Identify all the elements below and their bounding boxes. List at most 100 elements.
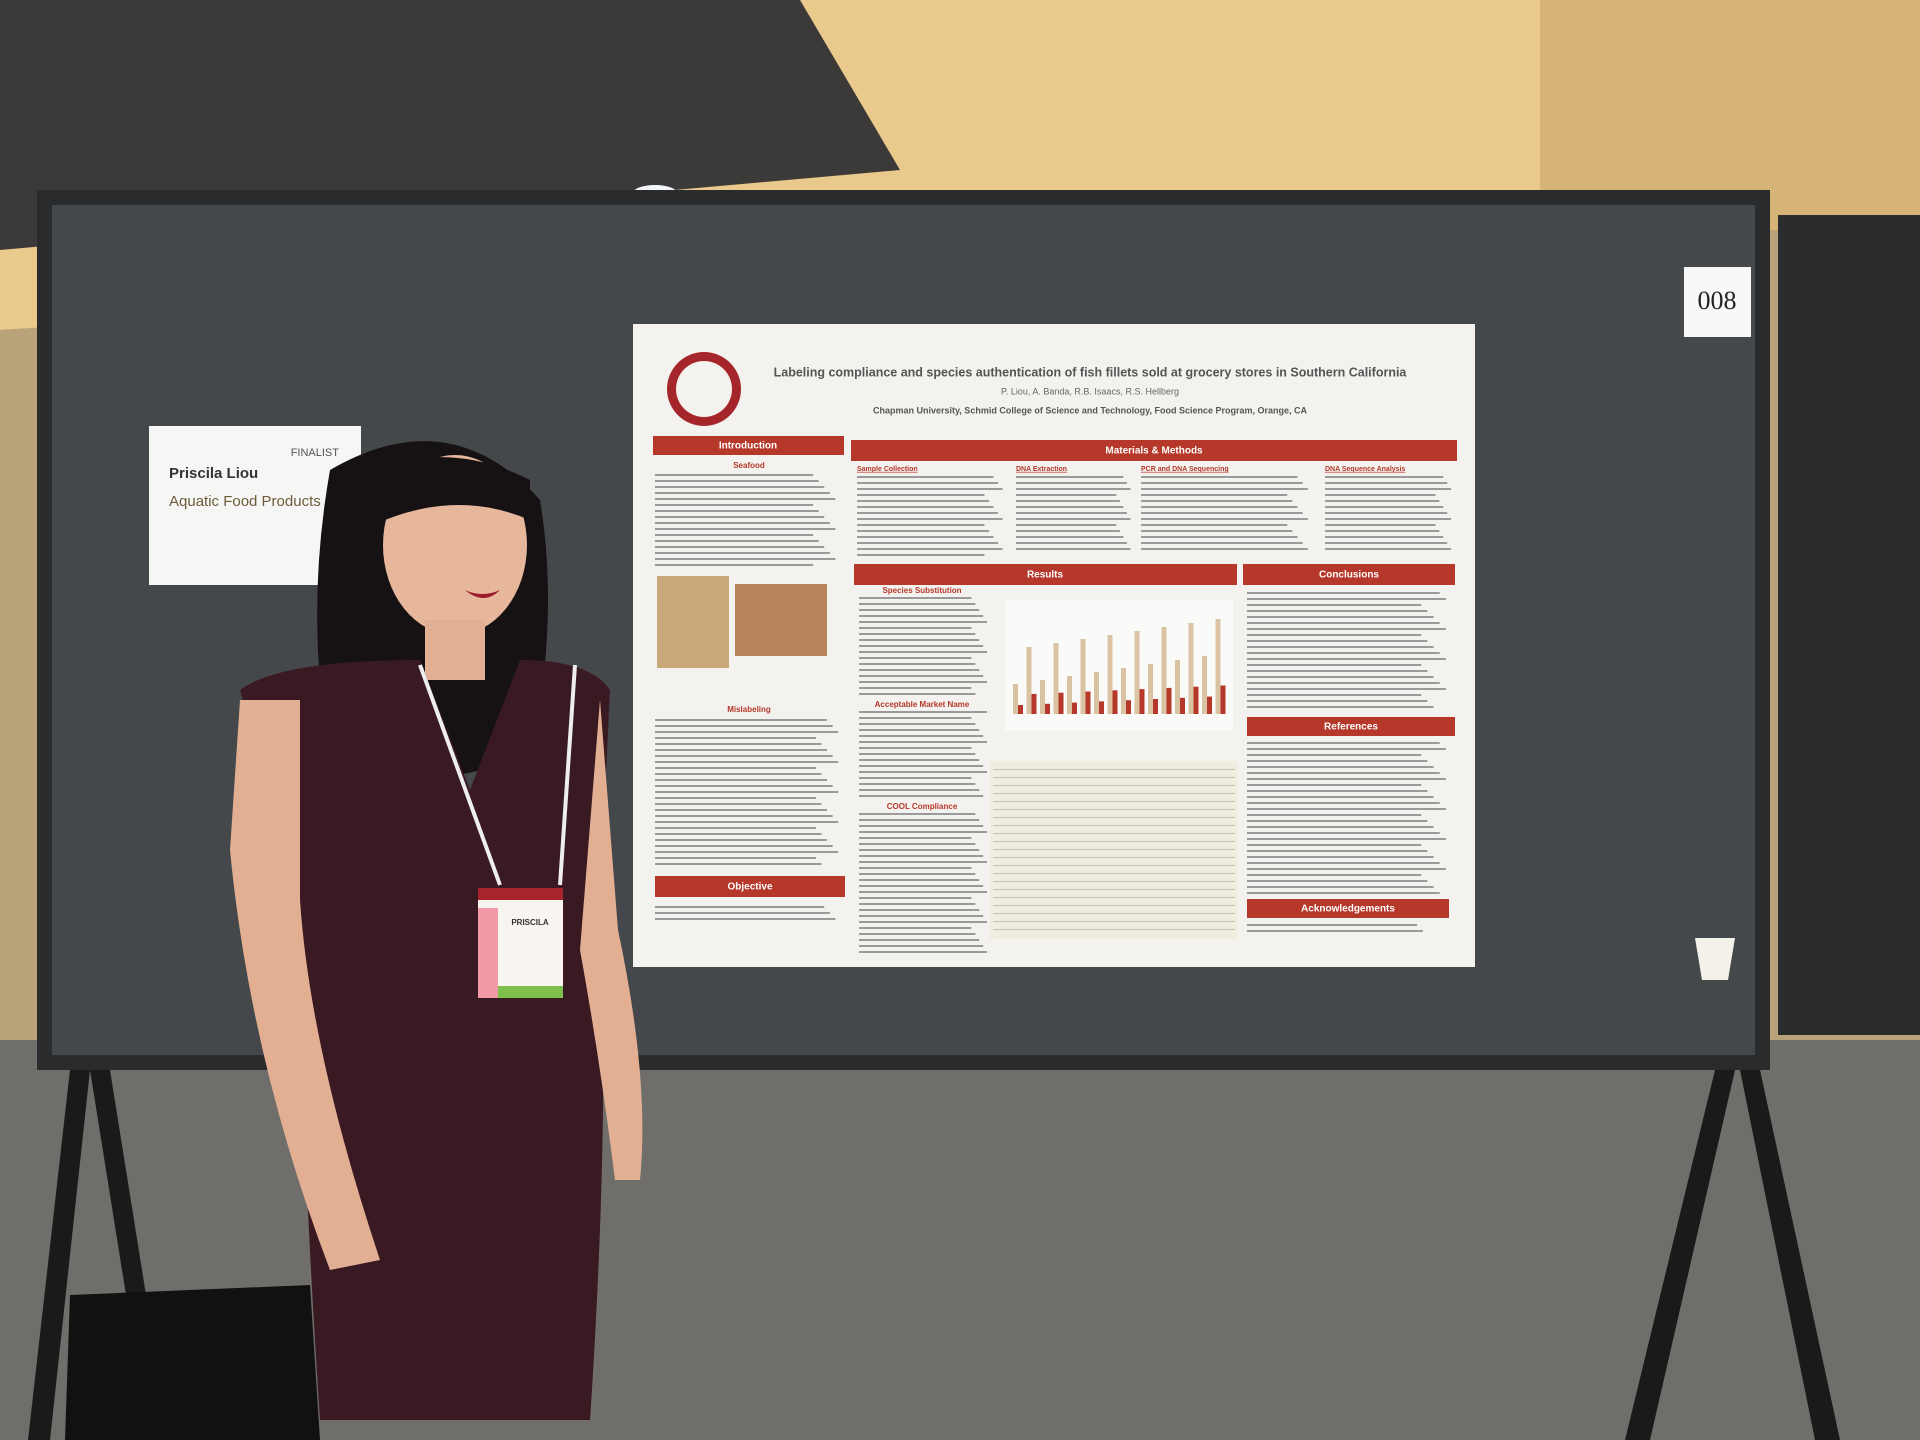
figure-bar xyxy=(1040,680,1045,714)
figure-bar xyxy=(1107,635,1113,714)
lips xyxy=(465,590,500,598)
text-line xyxy=(1247,862,1440,864)
figure xyxy=(1005,600,1233,730)
text-line xyxy=(859,777,972,779)
text-line xyxy=(655,851,839,853)
text-line xyxy=(1016,536,1124,538)
figure-bar xyxy=(1193,686,1199,714)
text-line xyxy=(655,767,816,769)
text-line xyxy=(859,741,988,743)
text-line xyxy=(655,731,839,733)
text-line xyxy=(1325,476,1444,478)
text-line xyxy=(655,516,825,518)
fish-photo xyxy=(657,576,729,668)
figure-bar xyxy=(1188,623,1194,714)
figure-bar xyxy=(1045,703,1050,714)
arm xyxy=(580,700,643,1180)
text-line xyxy=(1141,518,1308,520)
text-line xyxy=(1247,664,1422,666)
table-row xyxy=(993,825,1235,826)
text-line xyxy=(857,512,998,514)
section-bar xyxy=(1243,564,1455,585)
text-line xyxy=(655,809,828,811)
arm xyxy=(230,700,380,1270)
text-line xyxy=(1247,646,1434,648)
text-line xyxy=(859,951,988,953)
figure-bar xyxy=(1112,690,1118,714)
text-line xyxy=(1016,494,1117,496)
booth-number: 008 xyxy=(1698,286,1737,315)
text-line xyxy=(859,639,980,641)
text-line xyxy=(859,825,984,827)
text-line xyxy=(859,831,988,833)
figure-bar xyxy=(1094,672,1099,714)
subsection-header: COOL Compliance xyxy=(887,802,958,811)
sign-label: FINALIST xyxy=(291,447,340,459)
text-line xyxy=(1247,622,1440,624)
text-line xyxy=(1247,748,1446,750)
text-line xyxy=(1141,524,1288,526)
text-line xyxy=(1247,706,1434,708)
bangs xyxy=(380,457,530,520)
text-line xyxy=(1325,542,1448,544)
text-line xyxy=(1247,838,1446,840)
text-line xyxy=(1141,530,1293,532)
text-line xyxy=(655,564,814,566)
text-line xyxy=(1247,670,1428,672)
booth-card xyxy=(1684,267,1751,337)
text-line xyxy=(655,906,825,908)
table-row xyxy=(993,889,1235,890)
text-line xyxy=(859,615,984,617)
text-line xyxy=(655,791,839,793)
text-line xyxy=(1247,592,1440,594)
text-line xyxy=(1247,796,1434,798)
figure-bar xyxy=(1031,693,1037,714)
cup xyxy=(1695,938,1735,980)
text-line xyxy=(859,729,980,731)
poster-affiliation: Chapman University, Schmid College of Sc… xyxy=(873,405,1308,415)
sign-category: Aquatic Food Products xyxy=(169,493,321,510)
figure-bar xyxy=(1026,647,1032,714)
section-bar xyxy=(851,440,1457,461)
text-line xyxy=(857,494,985,496)
text-line xyxy=(1325,536,1444,538)
text-line xyxy=(1016,512,1127,514)
text-line xyxy=(1016,476,1124,478)
easel-leg xyxy=(1740,1070,1840,1440)
text-line xyxy=(1325,494,1436,496)
text-line xyxy=(1141,536,1298,538)
figure-bar xyxy=(1053,643,1059,714)
text-line xyxy=(655,845,833,847)
text-line xyxy=(1247,640,1428,642)
sign-name: Priscila Liou xyxy=(169,465,258,482)
text-line xyxy=(859,669,980,671)
figure-bar xyxy=(1153,699,1158,714)
table-row xyxy=(993,897,1235,898)
text-line xyxy=(655,815,833,817)
text-line xyxy=(1247,880,1428,882)
text-line xyxy=(655,510,819,512)
table-row xyxy=(993,913,1235,914)
subsection-header: Seafood xyxy=(733,461,765,470)
text-line xyxy=(857,548,1003,550)
figure-bar xyxy=(1099,701,1104,714)
figure-bar xyxy=(1180,697,1185,714)
text-line xyxy=(1247,754,1422,756)
text-line xyxy=(655,540,819,542)
text-line xyxy=(1247,790,1428,792)
text-line xyxy=(655,749,828,751)
text-line xyxy=(1325,482,1448,484)
text-line xyxy=(859,609,980,611)
text-line xyxy=(859,765,984,767)
poster-title: Labeling compliance and species authenti… xyxy=(774,365,1408,379)
text-line xyxy=(859,837,972,839)
text-line xyxy=(655,480,819,482)
text-line xyxy=(655,522,830,524)
table-row xyxy=(993,841,1235,842)
text-line xyxy=(1141,494,1288,496)
figure-bar xyxy=(1207,696,1212,714)
text-line xyxy=(859,843,976,845)
text-line xyxy=(1247,658,1446,660)
text-line xyxy=(1247,802,1440,804)
text-line xyxy=(857,506,994,508)
